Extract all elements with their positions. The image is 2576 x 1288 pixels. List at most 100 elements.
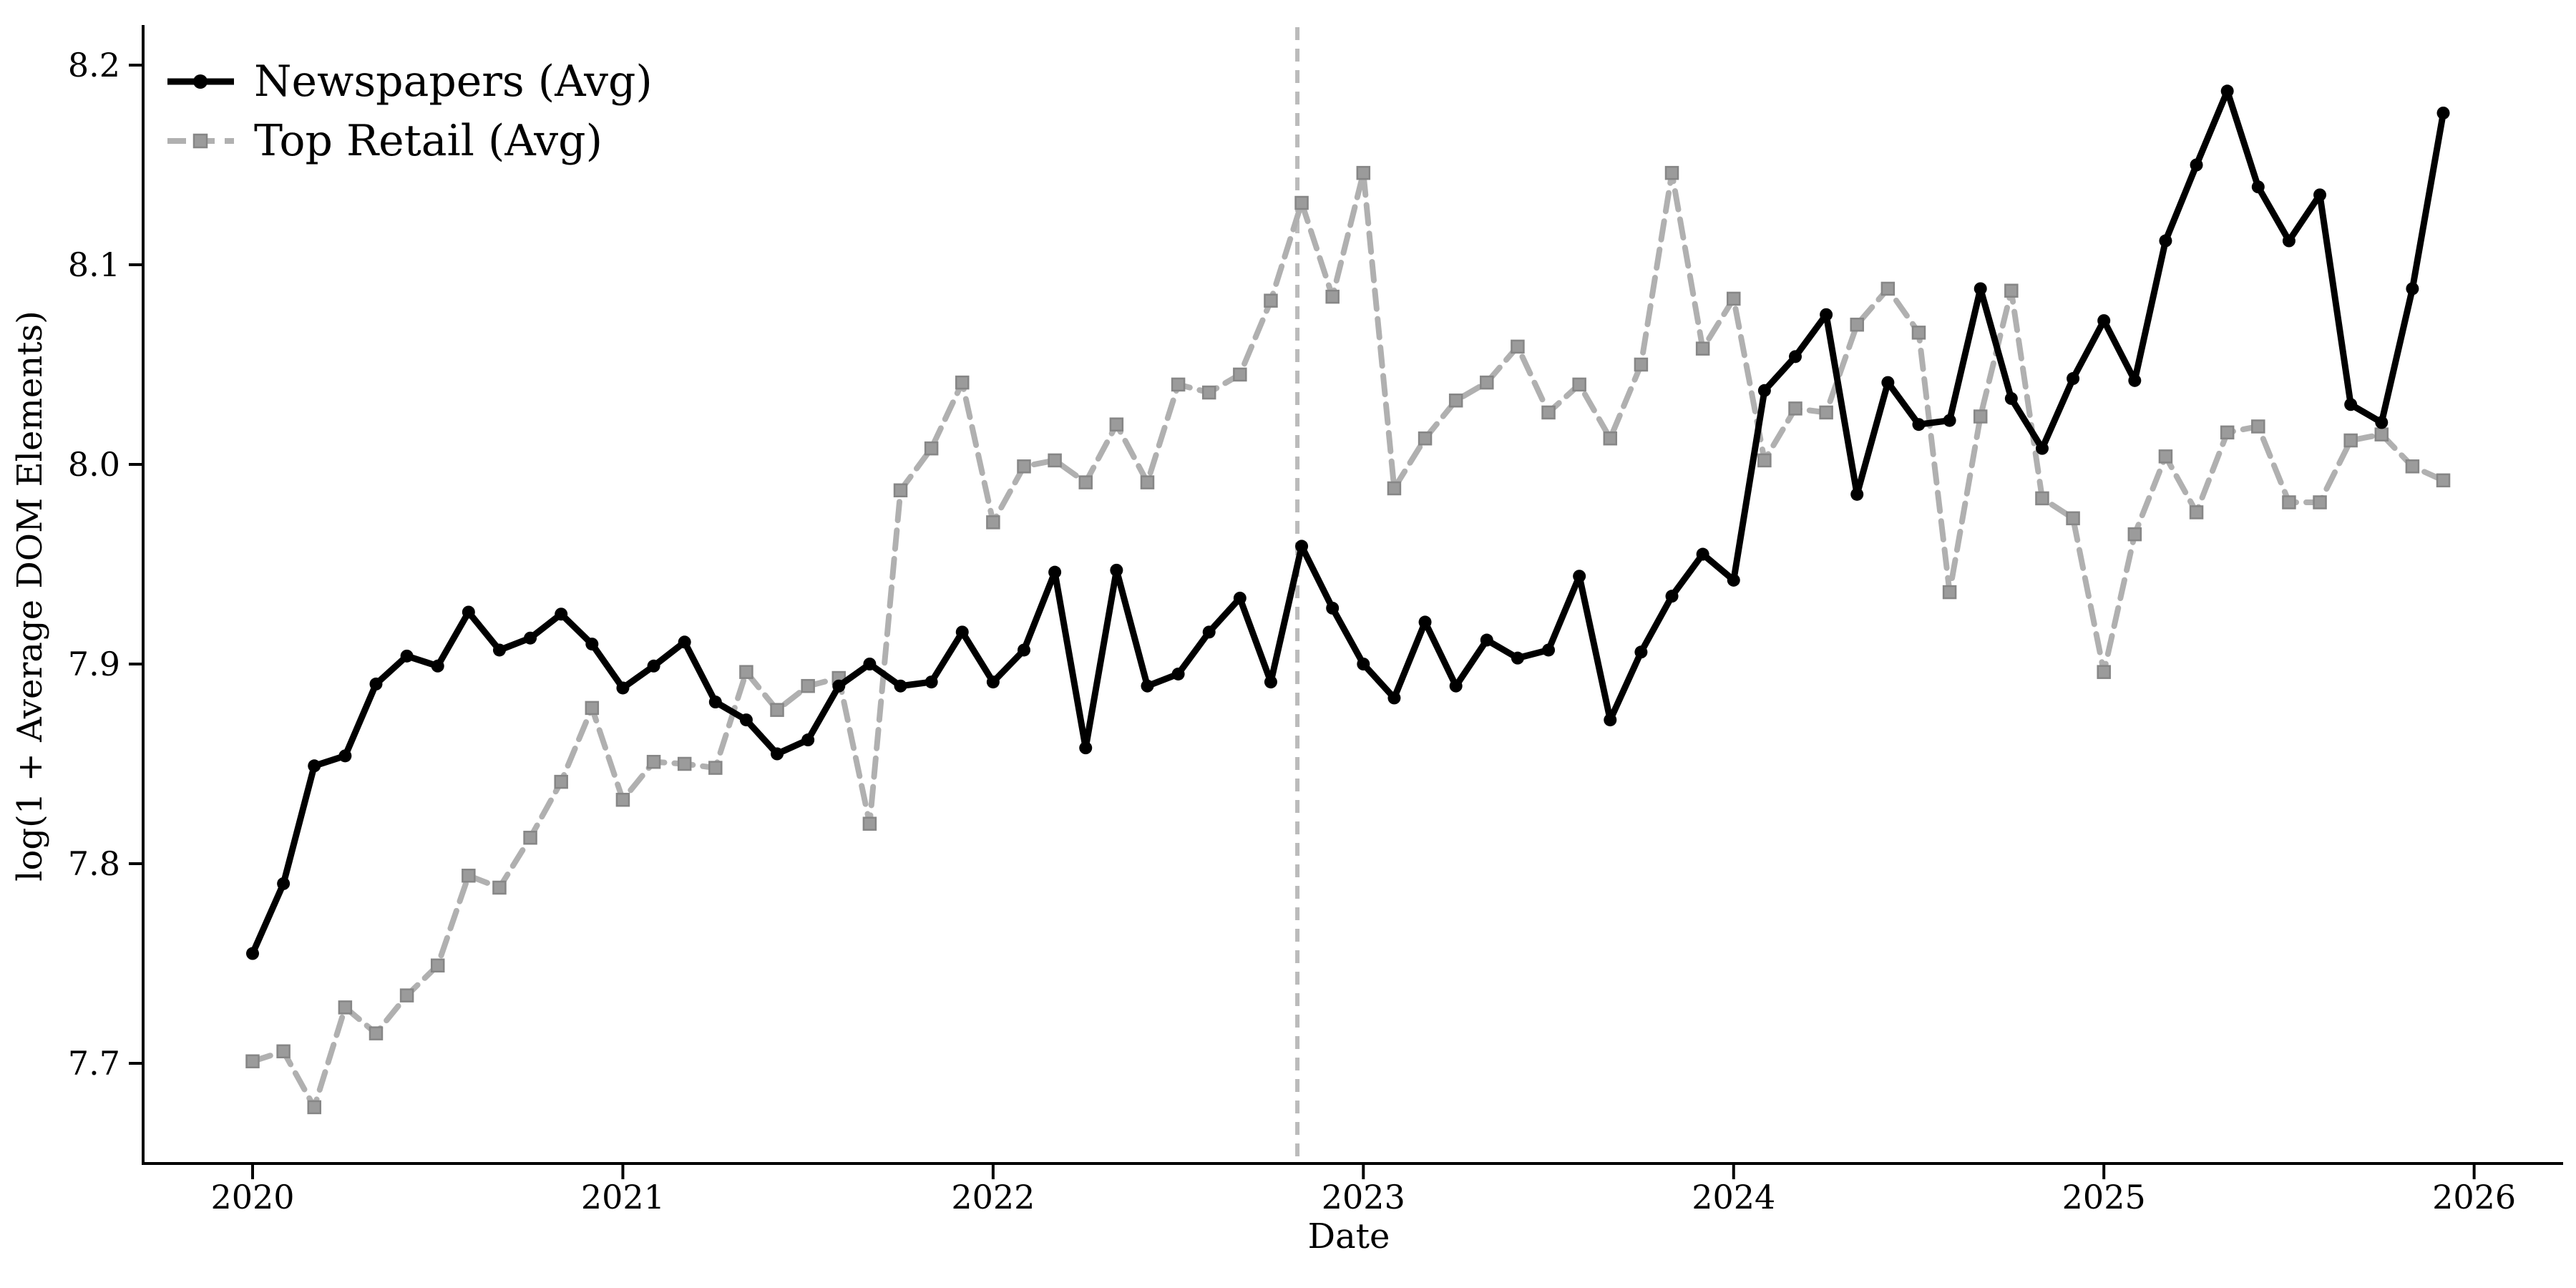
retail-point-marker: [1880, 281, 1896, 296]
newspapers-point-marker: [1202, 625, 1216, 639]
retail-point-marker: [1664, 165, 1679, 180]
newspapers-point-marker: [1357, 658, 1370, 670]
newspapers-point-marker: [1511, 651, 1524, 665]
newspapers-point-marker: [1881, 376, 1895, 389]
retail-point-marker: [2405, 459, 2420, 474]
retail-point-marker: [1294, 195, 1309, 210]
retail-point-marker: [1171, 377, 1186, 392]
retail-point-marker: [955, 375, 970, 390]
x-tick-label: 2025: [2062, 1178, 2146, 1216]
y-tick-label: 8.0: [68, 445, 120, 484]
retail-point-marker: [585, 701, 600, 716]
newspapers-point-marker: [2344, 398, 2358, 411]
newspapers-point-marker: [832, 679, 846, 693]
newspapers-point-marker: [1542, 643, 1556, 657]
y-tick-label: 8.2: [68, 46, 120, 84]
retail-point-marker: [1201, 385, 1216, 400]
newspapers-point-marker: [400, 649, 414, 663]
retail-point-marker: [276, 1044, 291, 1059]
retail-point-marker: [1480, 375, 1494, 390]
newspapers-point-marker: [1079, 741, 1093, 755]
retail-point-marker: [523, 830, 537, 845]
newspapers-point-marker: [492, 643, 506, 657]
retail-point-marker: [399, 988, 414, 1002]
retail-point-marker: [1356, 165, 1371, 180]
newspapers-point-marker: [1449, 679, 1463, 693]
newspapers-point-marker: [2436, 106, 2450, 119]
retail-point-marker: [646, 754, 661, 769]
retail-point-marker: [307, 1100, 321, 1115]
retail-point-marker: [1448, 393, 1463, 408]
retail-point-marker: [2035, 491, 2049, 506]
newspapers-point-marker: [678, 635, 691, 649]
legend: Newspapers (Avg) Top Retail (Avg): [167, 57, 653, 166]
retail-point-marker: [2189, 505, 2204, 519]
newspapers-point-marker: [771, 747, 784, 761]
retail-point-marker: [2313, 495, 2327, 509]
newspapers-point-marker: [863, 658, 877, 670]
newspapers-point-marker: [2159, 234, 2172, 248]
newspapers-point-marker: [2406, 282, 2419, 296]
retail-point-marker: [615, 792, 630, 807]
retail-point-marker: [986, 515, 1000, 530]
retail-point-marker: [2251, 419, 2265, 434]
retail-point-marker: [2343, 433, 2358, 448]
retail-point-marker: [677, 756, 692, 771]
newspapers-point-marker: [1326, 601, 1340, 615]
y-tick-label: 8.1: [68, 245, 120, 284]
retail-point-marker: [1695, 341, 1710, 356]
y-axis-title: log(1 + Average DOM Elements): [10, 311, 50, 882]
retail-point-marker: [1942, 585, 1957, 600]
legend-retail-label: Top Retail (Avg): [254, 116, 602, 166]
retail-point-marker: [2436, 473, 2451, 488]
retail-point-marker: [1325, 289, 1340, 304]
retail-point-marker: [924, 441, 939, 456]
newspapers-point-marker: [1634, 645, 1648, 659]
axes: 8.2 8.1 8.0 7.9 7.8 7.7 2020 2021 2022 2023 2024 20…: [68, 25, 2563, 1216]
newspapers-point-marker: [1974, 282, 1987, 296]
newspapers-point-marker: [2220, 84, 2234, 98]
x-tick-label: 2020: [210, 1178, 294, 1216]
retail-point-marker: [1541, 405, 1556, 420]
x-tick-label: 2024: [1692, 1178, 1775, 1216]
newspapers-point-marker: [1418, 615, 1432, 629]
newspapers-point-marker: [585, 638, 599, 651]
newspapers-point-marker: [708, 696, 722, 709]
retail-point-marker: [1078, 475, 1093, 489]
newspapers-point-marker: [1850, 487, 1864, 501]
newspapers-point-marker: [1480, 633, 1493, 647]
newspapers-point-marker: [1171, 667, 1185, 680]
retail-point-marker: [2374, 427, 2389, 441]
newspapers-point-marker: [2313, 188, 2327, 202]
legend-newspapers-label: Newspapers (Avg): [254, 57, 653, 107]
newspapers-point-marker: [1387, 691, 1401, 705]
x-axis-title: Date: [1308, 1216, 1390, 1257]
x-tick-label: 2021: [581, 1178, 665, 1216]
retail-point-marker: [1140, 475, 1155, 489]
retail-line: [250, 170, 2446, 1111]
newspapers-point-marker: [955, 625, 969, 639]
newspapers-point-marker: [1110, 563, 1123, 577]
newspapers-point-marker: [1573, 570, 1586, 583]
retail-point-marker: [708, 761, 723, 775]
retail-point-marker: [1017, 459, 1031, 474]
retail-point-marker: [1048, 453, 1062, 468]
x-tick-label: 2026: [2432, 1178, 2516, 1216]
newspapers-point-marker: [616, 681, 630, 695]
retail-point-marker: [1850, 317, 1864, 332]
newspapers-point-marker: [1696, 547, 1709, 561]
retail-point-marker: [1973, 409, 1988, 424]
retail-point-marker: [430, 958, 445, 973]
retail-point-marker: [739, 665, 753, 679]
retail-point-marker: [801, 678, 815, 693]
retail-point-marker: [1634, 357, 1649, 372]
newspapers-point-marker: [739, 713, 753, 727]
retail-point-marker: [492, 880, 507, 895]
newspapers-point-marker: [2128, 374, 2142, 387]
retail-point-marker: [862, 816, 877, 831]
newspapers-point-marker: [647, 659, 660, 673]
newspapers-point-marker: [338, 749, 352, 763]
retail-point-marker: [1387, 481, 1402, 496]
newspapers-point-marker: [1912, 418, 1926, 431]
